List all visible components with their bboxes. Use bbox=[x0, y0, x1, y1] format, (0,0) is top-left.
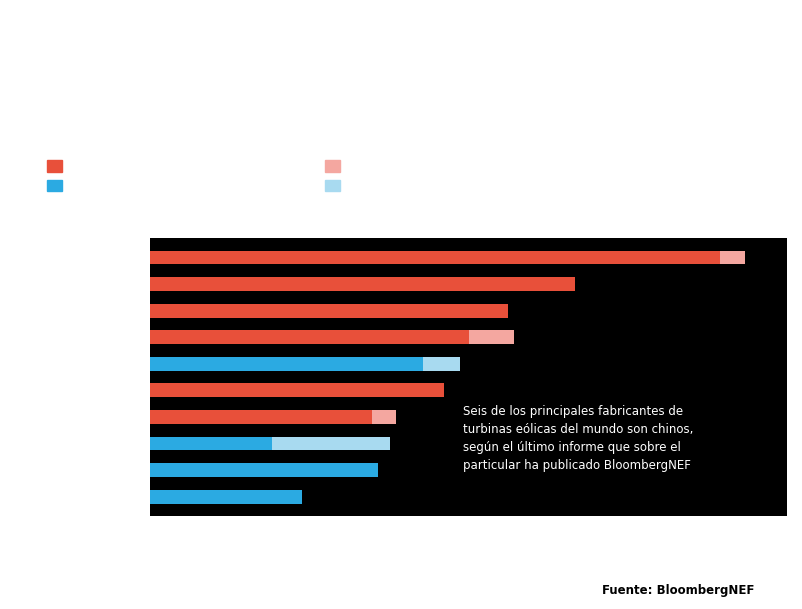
Bar bbox=[150, 437, 272, 451]
Bar bbox=[150, 410, 371, 424]
Bar bbox=[150, 251, 720, 264]
Bar bbox=[150, 277, 575, 291]
Text: Fuente: BloombergNEF: Fuente: BloombergNEF bbox=[602, 584, 754, 597]
Text: Seis de los principales fabricantes de
turbinas eólicas del mundo son chinos,
se: Seis de los principales fabricantes de t… bbox=[463, 405, 693, 472]
Bar bbox=[150, 490, 302, 504]
X-axis label: Gigavatios, GW: Gigavatios, GW bbox=[410, 549, 528, 563]
Bar bbox=[423, 357, 460, 371]
Bar bbox=[720, 251, 744, 264]
Bar bbox=[150, 463, 378, 477]
Bar bbox=[150, 304, 508, 317]
Bar bbox=[371, 410, 396, 424]
Bar bbox=[150, 330, 468, 344]
Title: Top10 Global 2024 de fabricantes de aerogeneradores de BloombergNEF: Top10 Global 2024 de fabricantes de aero… bbox=[183, 213, 755, 227]
Bar bbox=[150, 384, 444, 397]
Bar bbox=[150, 357, 423, 371]
Bar bbox=[272, 437, 390, 451]
Bar bbox=[468, 330, 514, 344]
Legend: Eólica terrestre (fabricante chino), Eólica terrestre (fabricante no chino), Eól: Eólica terrestre (fabricante chino), Eól… bbox=[42, 155, 573, 197]
